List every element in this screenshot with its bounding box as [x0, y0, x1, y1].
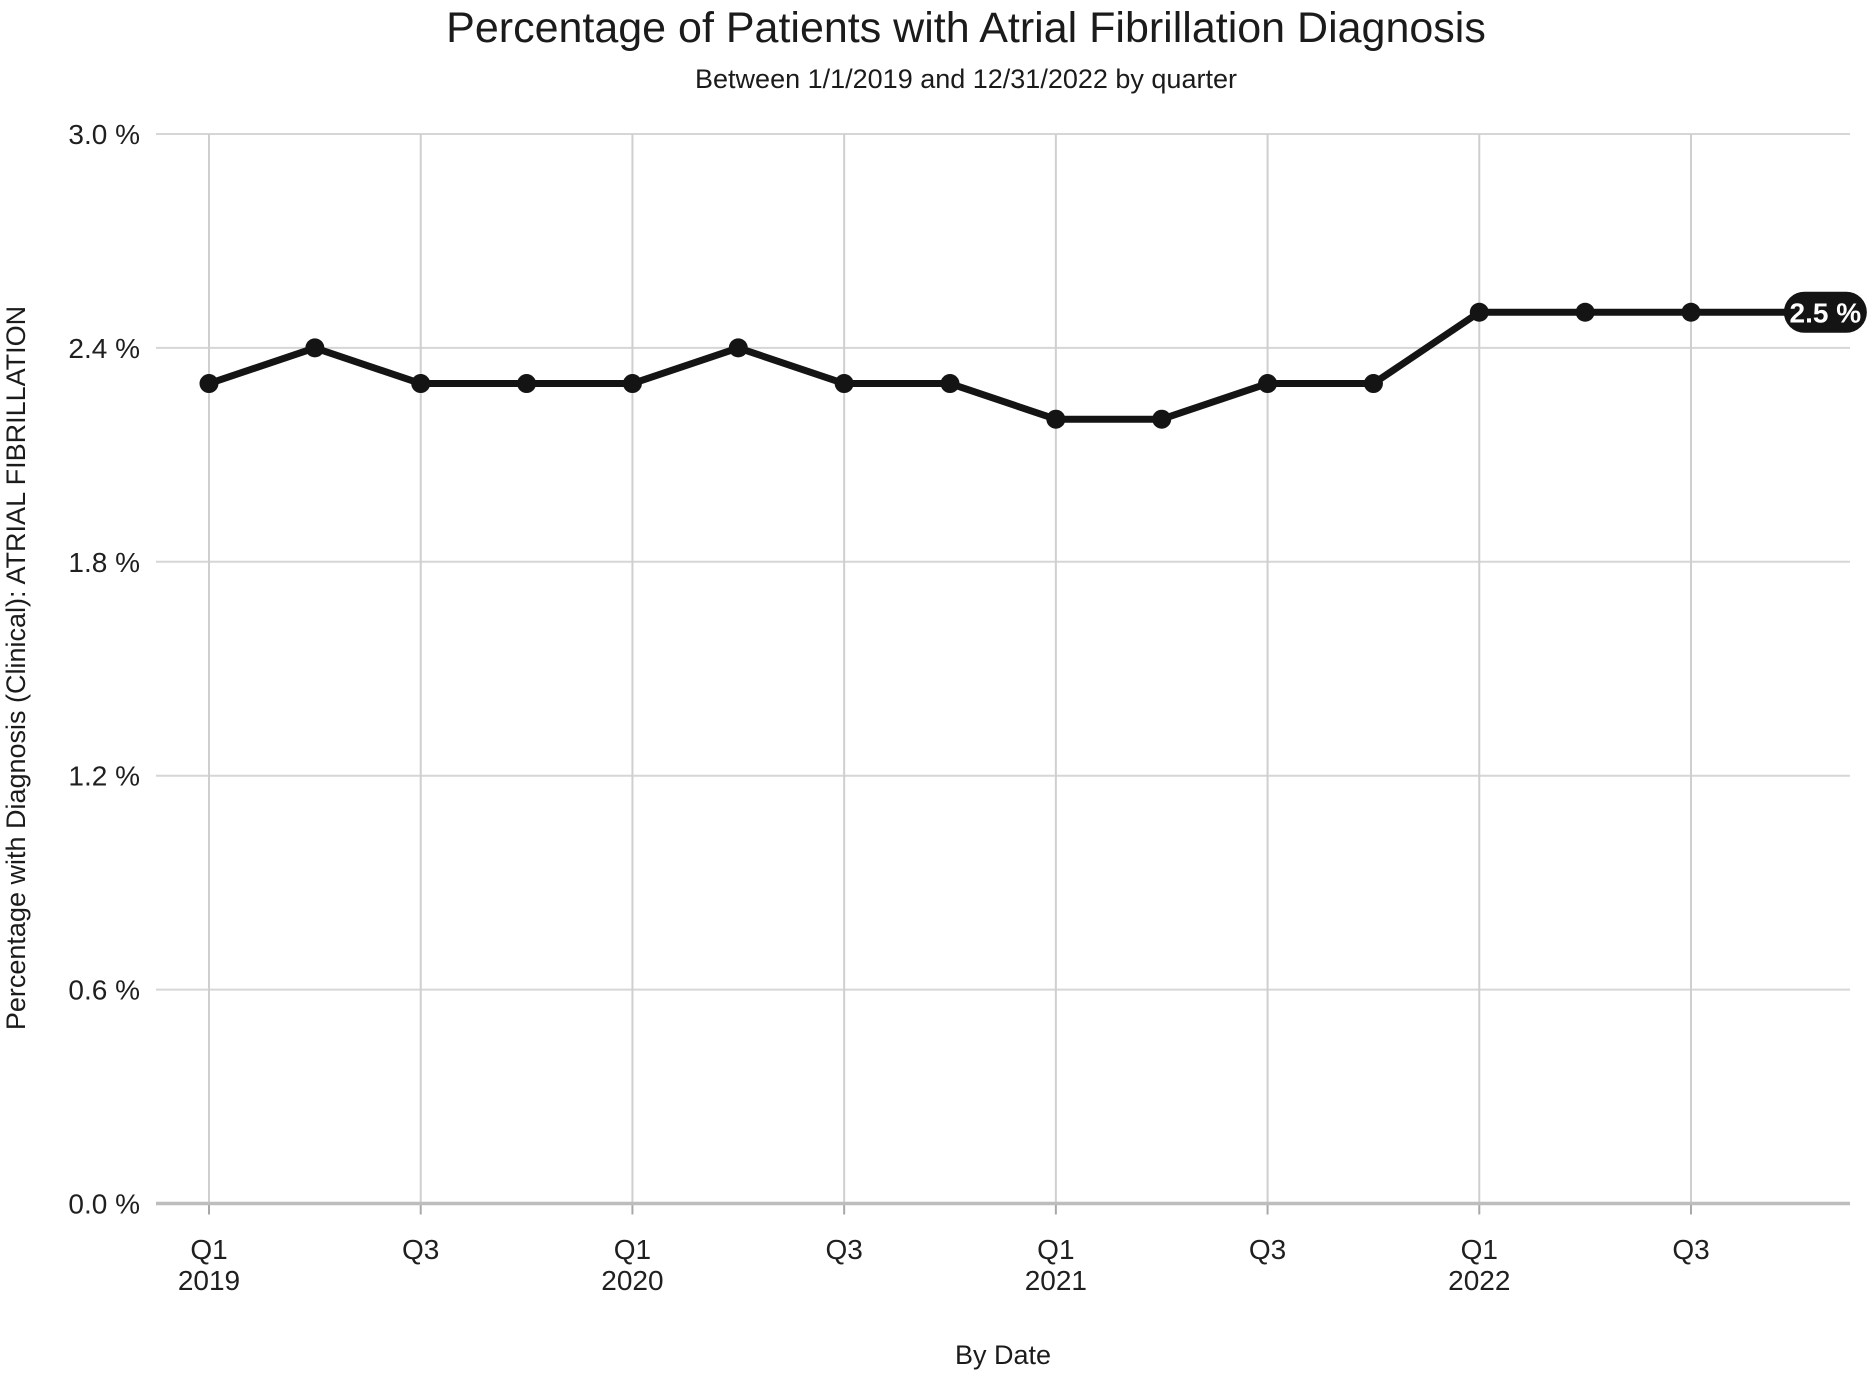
end-value-label: 2.5 % — [1790, 297, 1862, 328]
y-tick-label: 3.0 % — [68, 119, 140, 150]
x-tick-label: Q3 — [1672, 1234, 1709, 1265]
x-tick-label: Q1 — [614, 1234, 651, 1265]
x-tick-label: Q3 — [1249, 1234, 1286, 1265]
data-point — [305, 338, 325, 358]
x-tick-year-label: 2020 — [601, 1265, 663, 1296]
x-tick-label: Q3 — [825, 1234, 862, 1265]
data-point — [199, 374, 219, 394]
chart-subtitle: Between 1/1/2019 and 12/31/2022 by quart… — [695, 64, 1237, 94]
data-point — [1363, 374, 1383, 394]
x-axis-label: By Date — [954, 1340, 1052, 1370]
series-line — [205, 308, 1801, 423]
x-tick-label: Q1 — [190, 1234, 227, 1265]
y-tick-label: 0.6 % — [68, 975, 140, 1006]
y-tick-label: 1.8 % — [68, 547, 140, 578]
x-tick-label: Q3 — [402, 1234, 439, 1265]
data-point — [517, 374, 537, 394]
x-tick-year-label: 2019 — [178, 1265, 240, 1296]
data-point — [1575, 302, 1595, 322]
data-point — [1469, 302, 1489, 322]
x-tick-label: Q1 — [1461, 1234, 1498, 1265]
x-tick-year-label: 2022 — [1448, 1265, 1510, 1296]
x-tick-year-label: 2021 — [1025, 1265, 1087, 1296]
end-value-pill — [1783, 291, 1867, 333]
y-tick-label: 0.0 % — [68, 1189, 140, 1220]
data-point — [1258, 374, 1278, 394]
data-point — [834, 374, 854, 394]
data-point — [940, 374, 960, 394]
y-tick-label: 2.4 % — [68, 333, 140, 364]
data-point — [411, 374, 431, 394]
data-point — [622, 374, 642, 394]
data-point — [728, 338, 748, 358]
chart-title: Percentage of Patients with Atrial Fibri… — [446, 4, 1486, 52]
data-point — [1152, 409, 1172, 429]
data-point — [1046, 409, 1066, 429]
y-tick-label: 1.2 % — [68, 761, 140, 792]
x-tick-label: Q1 — [1037, 1234, 1074, 1265]
data-point — [1681, 302, 1701, 322]
